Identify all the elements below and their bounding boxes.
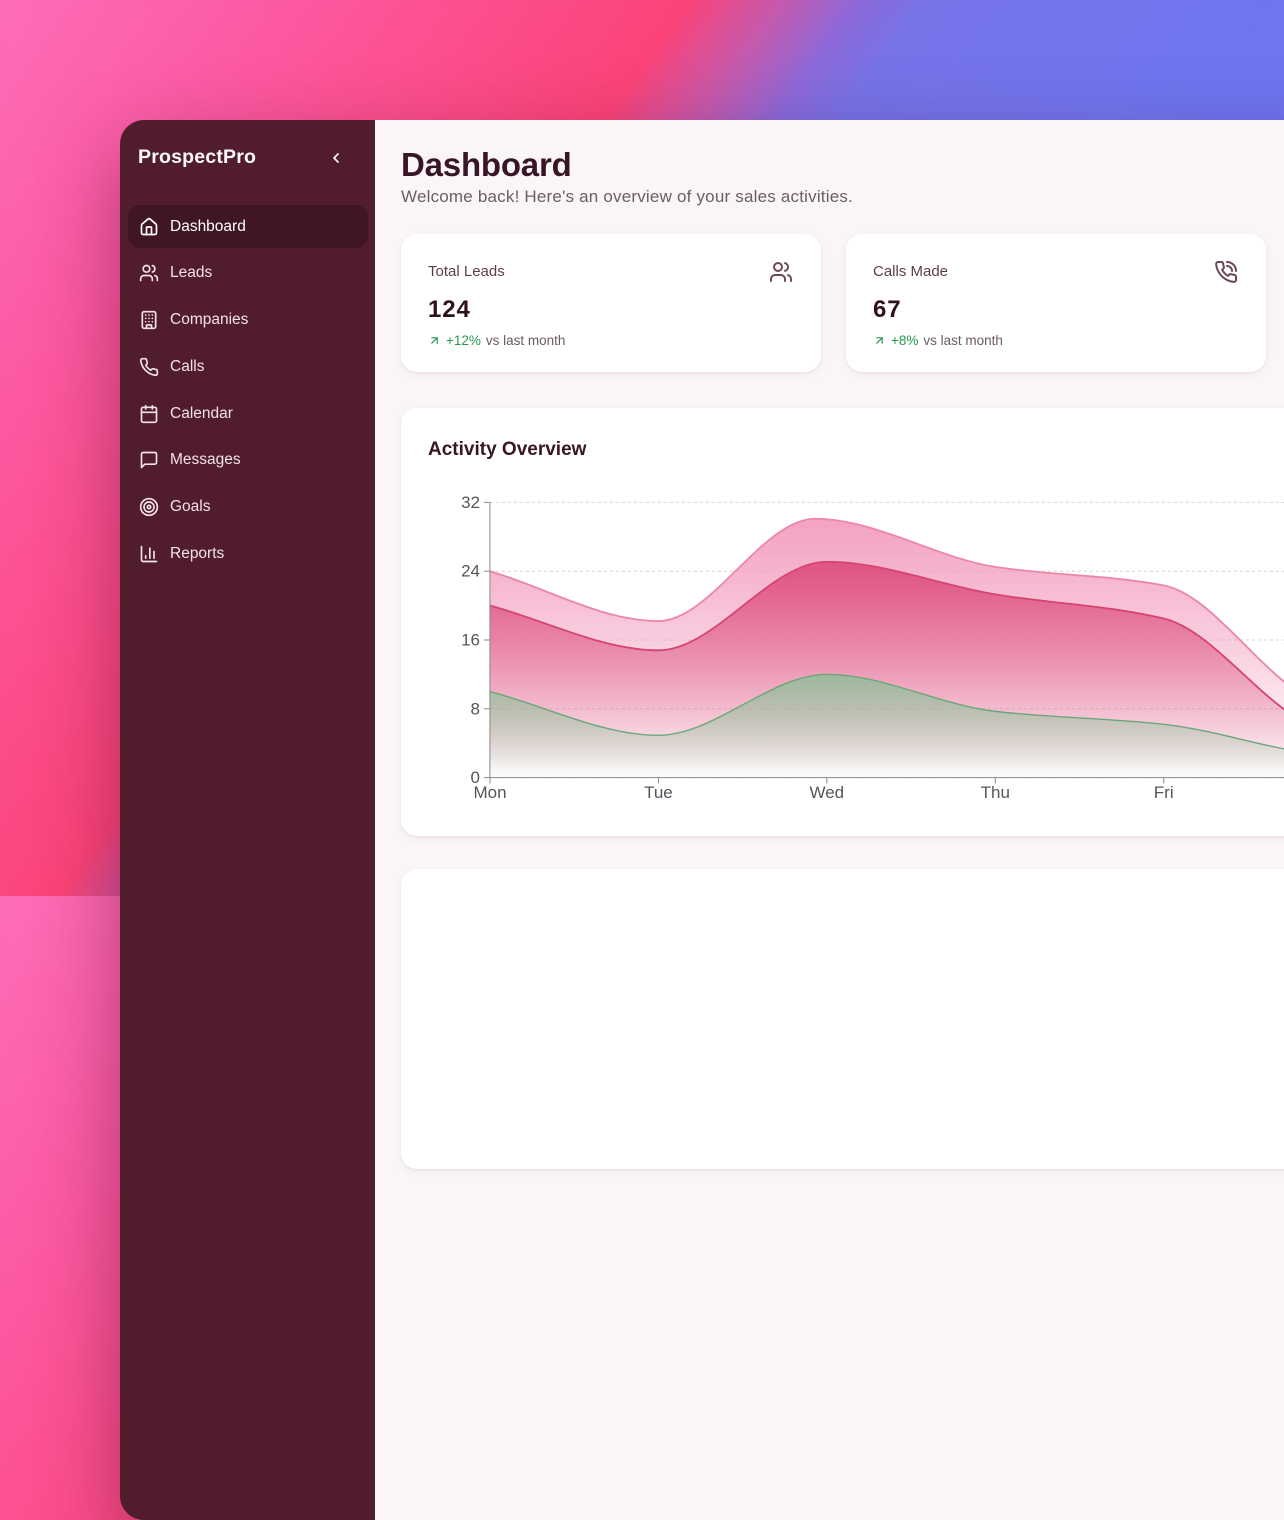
- svg-text:Tue: Tue: [644, 783, 673, 802]
- svg-text:Thu: Thu: [981, 783, 1010, 802]
- svg-text:32: 32: [461, 493, 480, 512]
- svg-text:8: 8: [471, 699, 480, 718]
- svg-text:Fri: Fri: [1154, 783, 1174, 802]
- svg-text:Mon: Mon: [473, 783, 506, 802]
- svg-text:0: 0: [471, 768, 480, 787]
- svg-text:Wed: Wed: [809, 783, 844, 802]
- svg-text:16: 16: [461, 631, 480, 650]
- svg-text:24: 24: [461, 562, 480, 581]
